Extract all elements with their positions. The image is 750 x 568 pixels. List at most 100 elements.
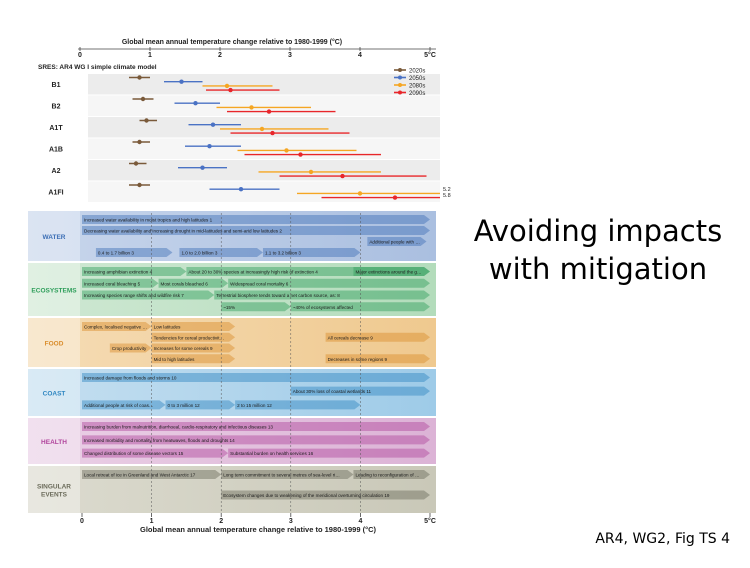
impact-label: Increased damage from floods and storms … [84,376,177,381]
impact-label: 1.0 to 2.0 billion 3 [181,251,217,256]
impact-label: About 30% loss of coastal wetlands 11 [293,389,372,394]
bottom-axis-ticks: 0 1 2 3 4 5°C [80,213,436,525]
impact-label: 2 to 15 million 12 [237,403,272,408]
impact-label: Increasing burden from malnutrition, dia… [84,425,273,430]
range-midpoint [298,152,303,157]
impact-arrow [82,373,430,382]
range-midpoint [207,144,212,149]
top-tick-label: 4 [358,52,362,59]
top-axis-ticks: 0 1 2 3 4 5°C [78,47,436,59]
impact-arrow [325,332,430,342]
scenario-row-band [88,181,440,202]
sector-band [28,318,436,367]
range-midpoint [266,109,272,114]
panel-label: SRES: AR4 WG I simple climate model [38,64,157,71]
scenario-row-band [88,117,440,138]
impact-label: Leading to reconfiguration of … [355,473,419,478]
range-midpoint [210,122,216,127]
impact-arrow [151,322,236,331]
bottom-tick-label: 1 [150,518,154,525]
range-midpoint [238,187,244,192]
range-midpoint [392,195,398,200]
scenario-label: A1T [49,125,63,132]
impact-label: 0 to 3 million 12 [168,403,201,408]
impact-arrow [235,400,361,410]
scenario-label: B2 [52,104,61,111]
sector-coast: COAST Increased damage from floods and st… [28,369,436,416]
impact-arrow [151,354,236,364]
impacts-panel: WATER Increased water availability in moi… [28,211,436,534]
impact-arrow [228,448,430,458]
impact-arrow [82,290,215,300]
scenario-row-band [88,74,440,95]
impact-arrow [82,322,152,331]
bottom-tick-label: 5°C [424,517,436,525]
sector-label-cell [28,369,80,416]
impact-arrow [221,302,291,312]
sector-band [28,369,436,416]
sector-label: COAST [43,391,66,398]
bottom-tick-label: 0 [80,518,84,525]
impact-label: All cereals decrease 9 [328,335,374,340]
impact-label: Additional people at risk of coas… [84,403,153,408]
bottom-axis-title: Global mean annual temperature change re… [140,525,376,534]
sector-food: FOOD Low latitudes Complex, localised nega… [28,318,436,367]
impact-arrow [228,278,430,288]
scenario-label: A2 [52,168,61,175]
impact-arrow [151,343,236,353]
impact-arrow [221,490,430,500]
sector-bands: WATER Increased water availability in moi… [28,211,436,513]
impact-label: Tendencies for cereal productivit… [154,335,224,340]
impact-label: Increased coral bleaching 5 [84,281,141,286]
impact-label: Increased morbidity and mortality from h… [84,438,235,443]
impact-arrow [82,215,430,224]
range-midpoint [249,105,254,110]
legend-marker [398,75,402,80]
legend-label: 2020s [409,68,425,74]
range-bars: 5.25.8 [129,75,451,200]
legend-marker [398,90,402,95]
impact-label: Additional people with … [369,240,420,245]
legend-label: 2090s [409,91,425,97]
sector-band [28,418,436,464]
scenario-label: A1B [49,147,63,154]
impact-arrow [82,400,166,410]
impact-arrow [82,448,229,458]
impact-label: 0.4 to 1.7 billion 3 [98,251,134,256]
bottom-tick-label: 2 [219,518,223,525]
range-midpoint [140,96,146,102]
range-midpoint [357,191,363,196]
impact-arrow [165,400,236,410]
impact-label: ~15% [223,305,235,310]
impact-label: Decreasing water availability and increa… [84,229,282,234]
range-midpoint [193,101,198,106]
impact-arrow [290,386,430,396]
impact-label: Local retreat of ice in Greenland and We… [84,473,196,478]
impact-label: Crop productivity [112,346,147,351]
range-midpoint [340,173,345,179]
sector-band [28,211,436,261]
sector-health: HEALTH Increasing burden from malnutritio… [28,418,436,464]
impact-arrow [221,470,354,479]
impact-arrow [82,435,430,445]
impact-arrow [82,267,187,276]
impact-label: Major extinctions around the g… [355,270,421,275]
range-midpoint [270,130,275,136]
impact-arrow [95,248,173,257]
impact-label: Long term commitment to several metres o… [223,473,340,478]
impact-label: Decreases in some regions 9 [328,357,388,362]
impact-arrow [325,354,430,364]
sector-label: ECOSYSTEMS [31,288,77,295]
top-tick-label: 5°C [424,51,436,59]
range-midpoint [137,182,142,188]
sector-label-cell [28,466,80,513]
impact-label: About 20 to 30% species at increasingly … [188,270,318,275]
slide-title-line-1: Avoiding impacts [473,214,723,248]
scenario-rows: B1 B2 A1T A1B A2 A1FI [48,74,440,202]
impact-label: Increased water availability in moist tr… [84,218,213,223]
impact-arrow [82,278,159,288]
sector-label: SINGULAR [37,484,71,491]
off-scale-label: 5.8 [443,193,451,199]
range-midpoint [200,165,205,170]
